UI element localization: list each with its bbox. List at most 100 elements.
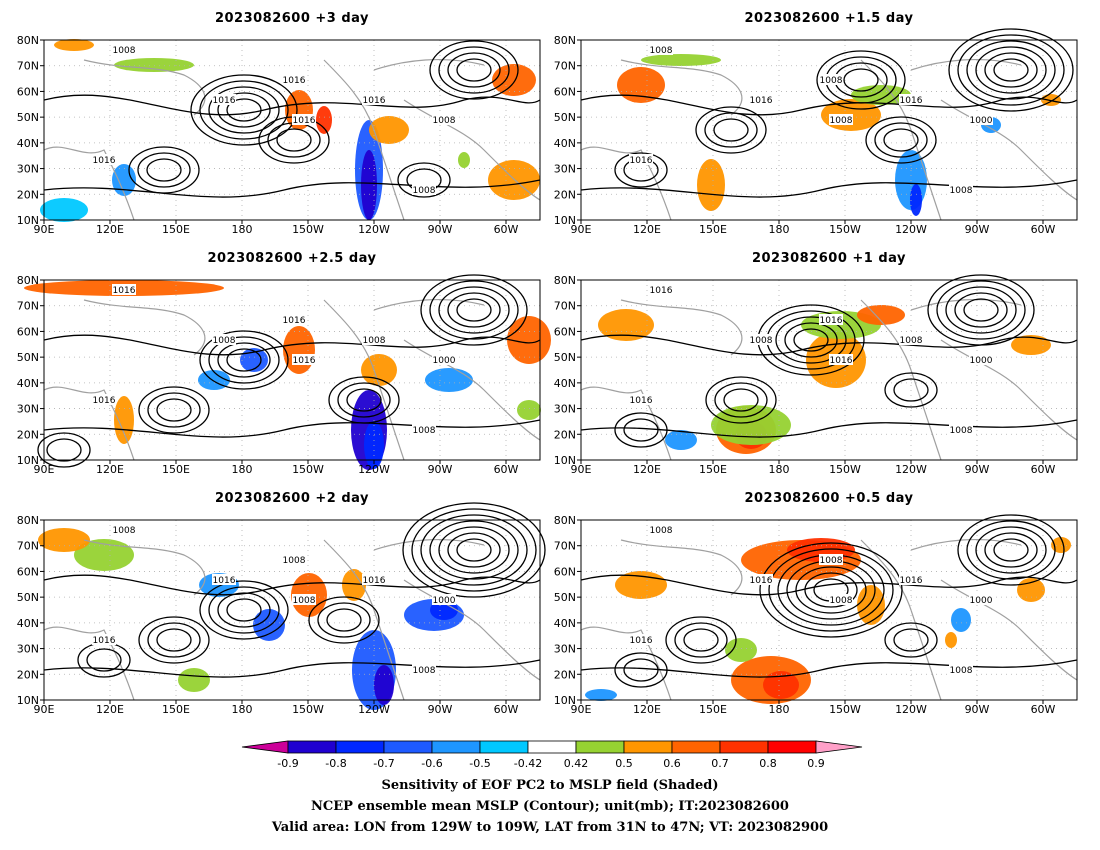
contour-label: 1008: [283, 556, 306, 566]
isobar: [438, 526, 510, 574]
x-tick-label: 150W: [829, 463, 861, 476]
contour-label: 1016: [93, 636, 116, 646]
contour-label-bg: [969, 594, 993, 605]
contour-label: 1008: [293, 596, 316, 606]
panel-title: 2023082600 +2.5 day: [207, 251, 376, 266]
contour-label: 1016: [283, 76, 306, 86]
y-tick-label: 70N: [17, 60, 39, 73]
contour-label: 1000: [970, 596, 993, 606]
caption-line-2: NCEP ensemble mean MSLP (Contour); unit(…: [311, 799, 789, 814]
colorbar-tick-label: -0.7: [373, 757, 394, 770]
colorbar-tick-label: 0.8: [759, 757, 777, 770]
coastline-north-america-east: [940, 99, 1078, 201]
isobar: [208, 86, 280, 134]
x-tick-label: 90W: [965, 703, 990, 716]
contour-label-bg: [432, 114, 456, 125]
contour-label-bg: [362, 94, 386, 105]
shaded-region: [1017, 578, 1045, 602]
y-tick-label: 80N: [17, 34, 39, 47]
contour-label-bg: [819, 554, 843, 565]
y-tick-label: 10N: [554, 454, 576, 467]
contour-label-bg: [949, 664, 973, 675]
isobar: [957, 34, 1065, 106]
panel-frame: [580, 39, 1078, 221]
isobar: [429, 40, 519, 100]
contour-label: 1016: [830, 356, 853, 366]
isobar: [420, 274, 528, 346]
shaded-region: [641, 54, 721, 66]
x-tick-label: 120W: [358, 703, 390, 716]
colorbar-tick-label: 0.9: [807, 757, 825, 770]
contour-label: 1008: [820, 76, 843, 86]
y-tick-label: 40N: [17, 617, 39, 630]
isobar: [429, 520, 519, 580]
contour-label-bg: [749, 334, 773, 345]
contour-label: 1016: [750, 576, 773, 586]
isobar: [138, 616, 210, 664]
shaded-region: [857, 305, 905, 325]
y-tick-label: 70N: [554, 60, 576, 73]
contour-label: 1008: [950, 426, 973, 436]
isobar: [795, 566, 867, 614]
coastline-asia: [580, 626, 672, 701]
sensitivity-shading: [24, 280, 551, 470]
shaded-region: [74, 539, 134, 571]
isobar: [963, 298, 999, 322]
panel-frame: [580, 519, 1078, 701]
y-tick-label: 10N: [17, 694, 39, 707]
y-tick-label: 30N: [17, 163, 39, 176]
isobar: [993, 58, 1029, 82]
y-tick-label: 30N: [17, 643, 39, 656]
contour-label: 1016: [363, 96, 386, 106]
x-tick-label: 90E: [34, 223, 55, 236]
x-tick-label: 150W: [292, 223, 324, 236]
isobar: [993, 538, 1029, 562]
y-tick-label: 40N: [554, 617, 576, 630]
shaded-region: [369, 116, 409, 144]
contour-label: 1016: [293, 116, 316, 126]
panel-frame: [43, 279, 541, 461]
coastline-north-america-east: [940, 579, 1078, 681]
y-tick-label: 20N: [554, 188, 576, 201]
isobar: [893, 378, 929, 402]
isobar: [456, 538, 492, 562]
isobar: [456, 58, 492, 82]
x-tick-label: 150E: [699, 703, 727, 716]
y-tick-label: 70N: [17, 300, 39, 313]
panel-title: 2023082600 +1 day: [752, 251, 906, 266]
contour-label: 1008: [413, 666, 436, 676]
y-tick-label: 20N: [554, 428, 576, 441]
contour-label-bg: [949, 184, 973, 195]
coastlines: [580, 58, 1078, 221]
isobar: [420, 514, 528, 586]
colorbar-swatch: [719, 740, 769, 754]
isobar: [695, 106, 767, 154]
x-tick-label: 120E: [633, 463, 661, 476]
x-tick-label: 150E: [699, 223, 727, 236]
x-tick-label: 90E: [34, 703, 55, 716]
y-tick-label: 80N: [17, 274, 39, 287]
x-tick-label: 180: [232, 703, 253, 716]
y-tick-label: 70N: [17, 540, 39, 553]
shaded-region: [517, 400, 541, 420]
isobar: [580, 574, 1078, 596]
caption-line-1: Sensitivity of EOF PC2 to MSLP field (Sh…: [381, 778, 719, 793]
y-tick-label: 70N: [554, 540, 576, 553]
map-panel: 1016 1008 1016 1008 1016 1000 1016 1008 20230826…: [17, 251, 551, 476]
isobar: [138, 386, 210, 434]
shaded-region: [458, 152, 470, 168]
y-tick-label: 50N: [17, 111, 39, 124]
x-tick-label: 60W: [494, 463, 519, 476]
isobar: [217, 342, 271, 378]
x-tick-label: 180: [232, 463, 253, 476]
isobar: [884, 622, 938, 658]
contour-label-bg: [92, 634, 116, 645]
isobar: [147, 622, 201, 658]
isobar: [43, 574, 541, 596]
isobar: [346, 388, 382, 412]
y-tick-label: 20N: [554, 668, 576, 681]
isobar: [580, 419, 1078, 438]
contour-label: 1016: [213, 576, 236, 586]
coastline-arctic: [910, 538, 1022, 551]
contour-label: 1000: [970, 116, 993, 126]
